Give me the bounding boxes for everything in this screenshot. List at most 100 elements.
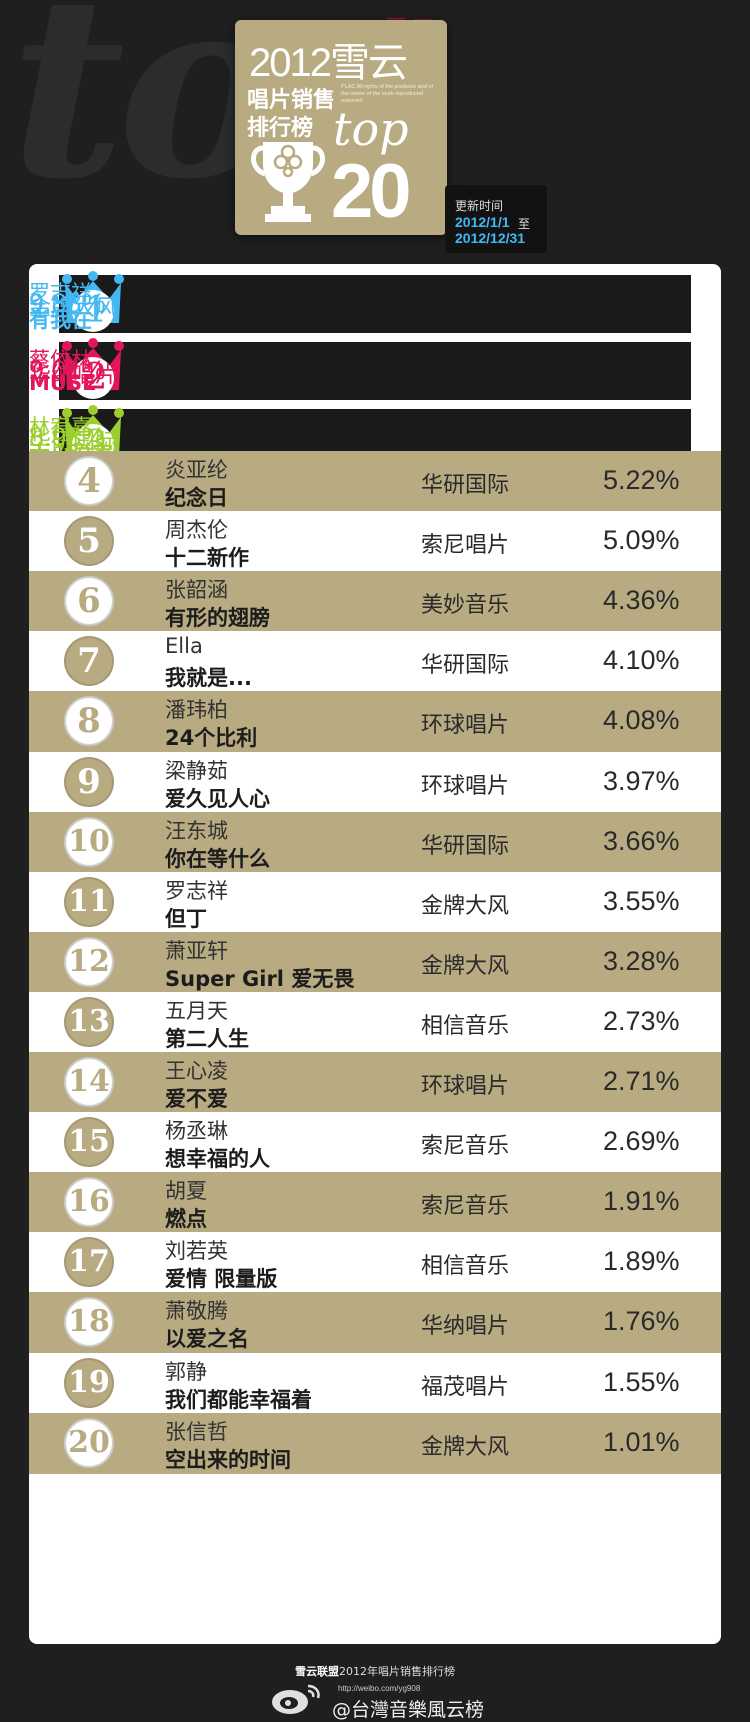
rank-number: 12 <box>68 943 110 979</box>
footer-brand: 雪云联盟 <box>295 1665 339 1678</box>
rank-number: 6 <box>77 581 101 622</box>
rank-number: 14 <box>68 1064 110 1100</box>
album-title: 你在等什么 <box>165 846 270 871</box>
sales-share: 1.91% <box>603 1186 680 1217</box>
sales-share: 3.55% <box>603 885 680 916</box>
album-title: 十二新作 <box>165 546 249 571</box>
sales-share: 9.01% <box>29 355 106 385</box>
album-title: 燃点 <box>165 1207 207 1232</box>
footer-weibo-url[interactable]: http://weibo.com/yg908 <box>338 1684 421 1693</box>
record-label: 金牌大风 <box>421 953 510 979</box>
rank-number: 5 <box>77 521 101 562</box>
sales-share: 2.71% <box>603 1066 680 1097</box>
album-title: 空出来的时间 <box>165 1447 291 1472</box>
rank-disc <box>64 936 114 987</box>
sales-share: 1.55% <box>603 1366 680 1397</box>
footer-caption-text: 2012年唱片销售排行榜 <box>339 1665 455 1678</box>
album-title: 我们都能幸福着 <box>165 1387 312 1412</box>
sales-share: 1.01% <box>603 1426 680 1457</box>
artist-name: 罗志祥 <box>165 878 228 903</box>
sales-share: 5.22% <box>603 465 680 496</box>
rank-disc <box>64 576 114 627</box>
logo-year-title: 2012雪云 <box>249 41 408 85</box>
rank-number: 17 <box>68 1244 110 1280</box>
record-label: 华研国际 <box>29 430 118 455</box>
artist-name: 五月天 <box>165 998 228 1023</box>
ranking-row-13: 13 五月天 第二人生 相信音乐 2.73% <box>29 991 721 1053</box>
rank-number: 4 <box>77 461 101 502</box>
rank-disc <box>64 1237 114 1288</box>
ranking-row-16: 16 胡夏 燃点 索尼音乐 1.91% <box>29 1172 721 1234</box>
record-label: 金牌大风 <box>421 1434 510 1460</box>
ranking-row-17: 17 刘若英 爱情 限量版 相信音乐 1.89% <box>29 1232 721 1294</box>
rank-number: 8 <box>77 701 101 742</box>
rank-number: 18 <box>68 1304 110 1340</box>
ranking-row-5: 5 周杰伦十二新作 索尼唱片 5.09% <box>29 511 721 573</box>
sales-share: 8.93% <box>29 422 106 452</box>
sales-share: 3.97% <box>603 765 680 796</box>
artist-name: 周杰伦 <box>165 518 228 543</box>
footer-caption: 雪云联盟2012年唱片销售排行榜 <box>295 1663 455 1679</box>
sales-share: 3.28% <box>603 945 680 976</box>
crown-rank-1-icon <box>62 271 124 332</box>
weibo-icon <box>272 1684 320 1714</box>
album-title: 爱情 限量版 <box>165 1267 278 1292</box>
update-time-label: 更新时间 <box>455 199 504 213</box>
record-label: 华纳唱片 <box>421 1314 510 1340</box>
sales-share: 1.76% <box>603 1306 680 1337</box>
rank-number: 13 <box>68 1003 110 1039</box>
rank-number: 10 <box>68 823 110 859</box>
rank-disc <box>64 876 114 927</box>
ranking-row-4: 4 炎亚纶 纪念日 华研国际 5.22% <box>29 451 721 512</box>
sales-share: 5.09% <box>603 525 680 556</box>
record-label: 环球唱片 <box>421 1074 510 1100</box>
trophy-icon <box>251 142 325 222</box>
sales-share: 2.69% <box>603 1126 680 1157</box>
rank-disc <box>64 456 114 507</box>
album-title: 爱不爱 <box>165 1087 228 1111</box>
sales-share: 4.10% <box>603 645 680 676</box>
ranking-row-9: 9 梁静茹 爱久见人心 环球唱片 3.97% <box>29 751 721 813</box>
ranking-row-20: 20 张信哲 空出来的时间 金牌大风 1.01% <box>29 1412 721 1474</box>
artist-name: 萧敬腾 <box>165 1299 228 1324</box>
rank-disc <box>64 1057 114 1108</box>
artist-name: 杨丞琳 <box>165 1119 228 1144</box>
sales-share: 4.08% <box>603 705 680 736</box>
ranking-row-6: 6 张韶涵 有形的翅膀 美妙音乐 4.36% <box>29 571 721 633</box>
rank-number: 9 <box>77 761 101 802</box>
footer-weibo-handle[interactable]: @台灣音樂風云榜 <box>332 1699 485 1721</box>
record-label: 华研国际 <box>421 833 510 859</box>
artist-name: 萧亚轩 <box>165 938 228 963</box>
record-label: 索尼唱片 <box>421 533 510 559</box>
album-title: 爱久见人心 <box>165 786 270 811</box>
ranking-row-7: 7 Ella 我就是... 华研国际 4.10% <box>29 631 721 693</box>
update-date-from: 2012/1/1 <box>455 214 510 230</box>
artist-name: 汪东城 <box>165 818 228 843</box>
artist-name: 郭静 <box>165 1359 207 1384</box>
rank-disc <box>64 636 114 687</box>
rank-number: 7 <box>77 641 101 682</box>
rank-number: 20 <box>68 1424 110 1460</box>
ranking-row-11: 11 罗志祥 但丁 金牌大风 3.55% <box>29 871 721 933</box>
album-title: 以爱之名 <box>165 1327 249 1352</box>
rank-disc <box>64 1177 114 1228</box>
update-date-to: 2012/12/31 <box>455 230 526 246</box>
rank-number: 1 <box>84 290 108 331</box>
album-title: Super Girl 爱无畏 <box>165 966 355 991</box>
logo-subtitle-line2: 排行榜 <box>247 116 314 141</box>
album-title: 24个比利 <box>165 726 258 751</box>
album-title: 我就是... <box>165 666 252 691</box>
record-label: 华研国际 <box>421 473 510 499</box>
rank-disc <box>64 1297 114 1348</box>
album-title: 有我在 <box>29 308 92 332</box>
rank-disc <box>64 996 114 1047</box>
sales-share: 3.66% <box>603 825 680 856</box>
album-title: 有形的翅膀 <box>165 606 270 631</box>
ranking-row-18: 18 萧敬腾以爱之名 华纳唱片 1.76% <box>29 1292 721 1354</box>
chart-logo: 2012雪云 唱片销售 排行榜 PLAC All rights of the p… <box>235 20 447 235</box>
album-title: MUSE <box>29 371 97 395</box>
album-title: 第二人生 <box>165 1026 249 1051</box>
rank-number: 11 <box>68 883 110 919</box>
rank-disc <box>64 1117 114 1168</box>
rank-disc <box>64 516 114 567</box>
